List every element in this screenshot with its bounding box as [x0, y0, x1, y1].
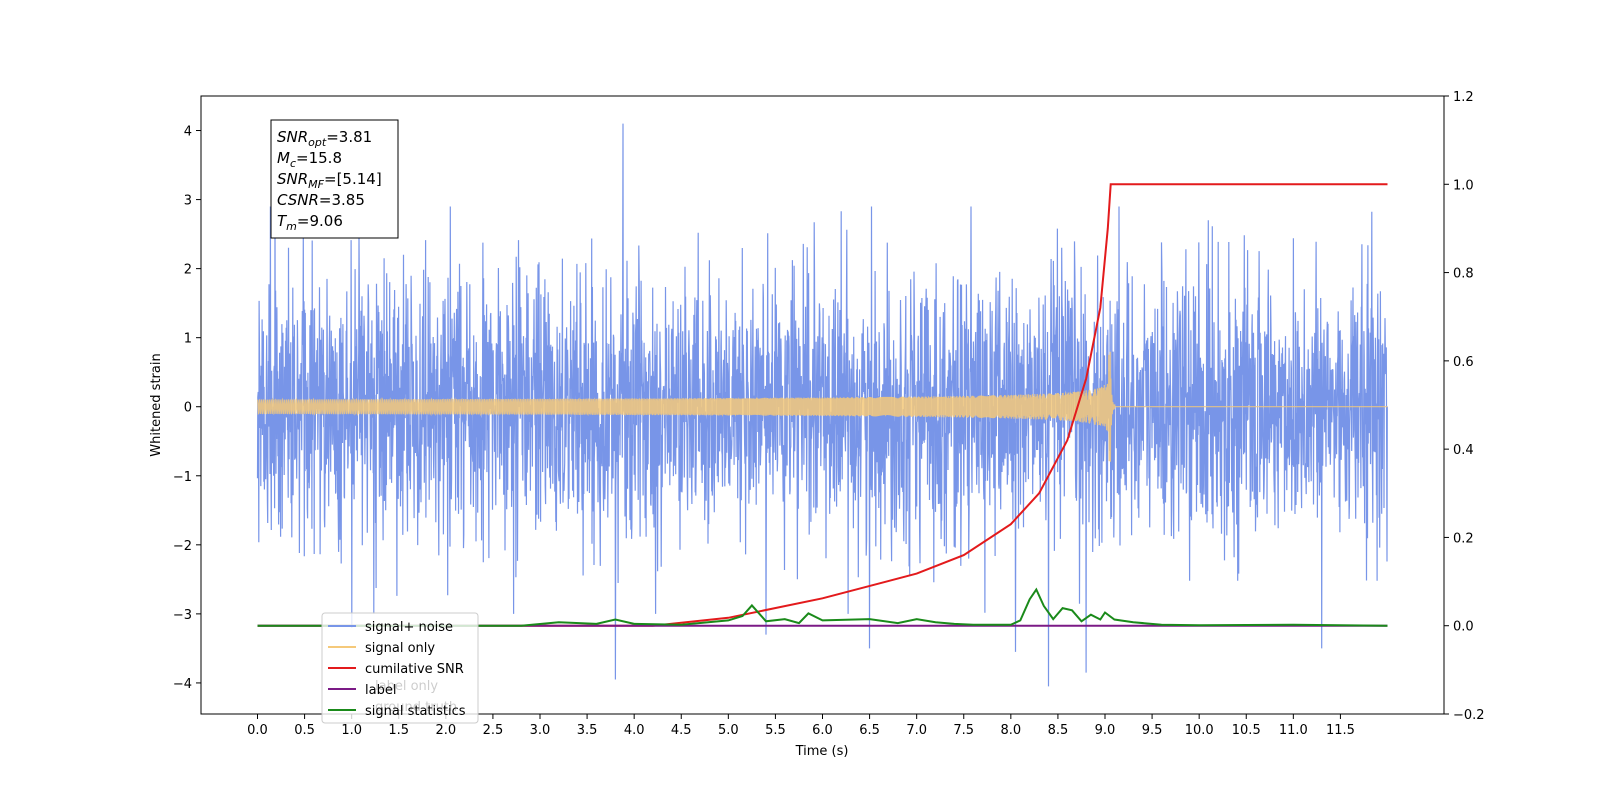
- x-tick-label: 5.5: [765, 723, 786, 738]
- info-box-frame: [270, 119, 399, 239]
- x-axis-label: Time (s): [795, 744, 849, 759]
- info-box: SNRopt=3.81Mc=15.8SNRMF=[5.14]CSNR=3.85T…: [270, 119, 399, 239]
- x-tick-label: 11.0: [1279, 723, 1308, 738]
- x-tick-label: 3.0: [530, 723, 551, 738]
- y2-tick-label: 0.8: [1453, 267, 1474, 282]
- y2-tick-label: 0.4: [1453, 443, 1474, 458]
- y2-tick-label: −0.2: [1453, 708, 1485, 723]
- x-tick-label: 5.0: [718, 723, 739, 738]
- y-tick-label: 3: [184, 194, 192, 209]
- x-tick-label: 0.0: [247, 723, 268, 738]
- y-axis-left: 4 3 2 1 0 −1 −2 −3 −4: [173, 125, 201, 692]
- info-symbol: M: [277, 149, 290, 167]
- info-value: =3.81: [326, 128, 372, 146]
- info-value: =9.06: [297, 212, 343, 230]
- y-tick-label: 2: [184, 263, 192, 278]
- y-tick-label: −3: [173, 608, 192, 623]
- y2-tick-label: 0.6: [1453, 355, 1474, 370]
- series-cumulative-snr: [652, 183, 1388, 627]
- x-tick-label: 7.5: [953, 723, 974, 738]
- info-symbol: CSNR: [277, 191, 319, 209]
- x-tick-label: 11.5: [1326, 723, 1355, 738]
- series-signal-statistics: [257, 587, 1388, 627]
- y-tick-label: −1: [173, 470, 192, 485]
- y-tick-label: −4: [173, 677, 192, 692]
- legend-entry-label: signal statistics: [365, 704, 466, 719]
- legend-entry-label: signal+ noise: [365, 620, 453, 635]
- x-tick-label: 0.5: [294, 723, 315, 738]
- x-tick-label: 10.0: [1185, 723, 1214, 738]
- legend-frame: [321, 612, 479, 724]
- x-tick-label: 2.5: [483, 723, 504, 738]
- x-tick-label: 9.0: [1095, 723, 1116, 738]
- y-tick-label: 0: [184, 401, 192, 416]
- x-tick-label: 6.0: [812, 723, 833, 738]
- info-value: =3.85: [319, 191, 365, 209]
- x-tick-label: 4.0: [624, 723, 645, 738]
- info-row: Tm=9.06: [277, 212, 343, 233]
- x-tick-label: 1.0: [341, 723, 362, 738]
- info-subscript: opt: [308, 136, 327, 149]
- info-symbol: SNR: [277, 128, 308, 146]
- info-row: CSNR=3.85: [277, 191, 365, 209]
- y-tick-label: 1: [184, 332, 192, 347]
- x-tick-label: 8.0: [1000, 723, 1021, 738]
- info-row: SNRopt=3.81: [277, 128, 372, 149]
- info-symbol: SNR: [277, 170, 308, 188]
- y-tick-label: −2: [173, 539, 192, 554]
- info-subscript: c: [290, 157, 296, 170]
- x-tick-label: 6.5: [859, 723, 880, 738]
- info-subscript: MF: [308, 178, 324, 191]
- legend-entry-label: label: [365, 683, 396, 698]
- y2-tick-label: 0.2: [1453, 531, 1474, 546]
- x-tick-label: 10.5: [1232, 723, 1261, 738]
- x-tick-label: 7.0: [906, 723, 927, 738]
- info-value: =[5.14]: [324, 170, 382, 188]
- x-tick-label: 3.5: [577, 723, 598, 738]
- legend: label onlyground truthsignal+ noisesigna…: [321, 612, 479, 724]
- info-row: Mc=15.8: [277, 149, 342, 170]
- y-axis-right: 1.2 1.0 0.8 0.6 0.4 0.2 0.0 −0.2: [1444, 90, 1485, 723]
- info-subscript: m: [286, 220, 297, 233]
- y2-tick-label: 1.2: [1453, 90, 1474, 105]
- legend-entry-label: cumilative SNR: [365, 662, 464, 677]
- y-axis-label: Whitened strain: [149, 353, 164, 456]
- y2-tick-label: 0.0: [1453, 620, 1474, 635]
- info-value: =15.8: [296, 149, 342, 167]
- y-tick-label: 4: [184, 125, 192, 140]
- x-tick-label: 1.5: [388, 723, 409, 738]
- x-tick-label: 4.5: [671, 723, 692, 738]
- y2-tick-label: 1.0: [1453, 178, 1474, 193]
- x-tick-label: 2.0: [435, 723, 456, 738]
- x-tick-label: 9.5: [1142, 723, 1163, 738]
- info-symbol: T: [277, 212, 288, 230]
- x-axis: 0.0 0.5 1.0 1.5 2.0 2.5 3.0 3.5 4.0 4.5 5.0 5.5 6.0 6…: [247, 714, 1355, 738]
- legend-entry-label: signal only: [365, 641, 435, 656]
- x-tick-label: 8.5: [1048, 723, 1069, 738]
- series-signal-only: [256, 351, 1388, 462]
- info-row: SNRMF=[5.14]: [277, 170, 382, 191]
